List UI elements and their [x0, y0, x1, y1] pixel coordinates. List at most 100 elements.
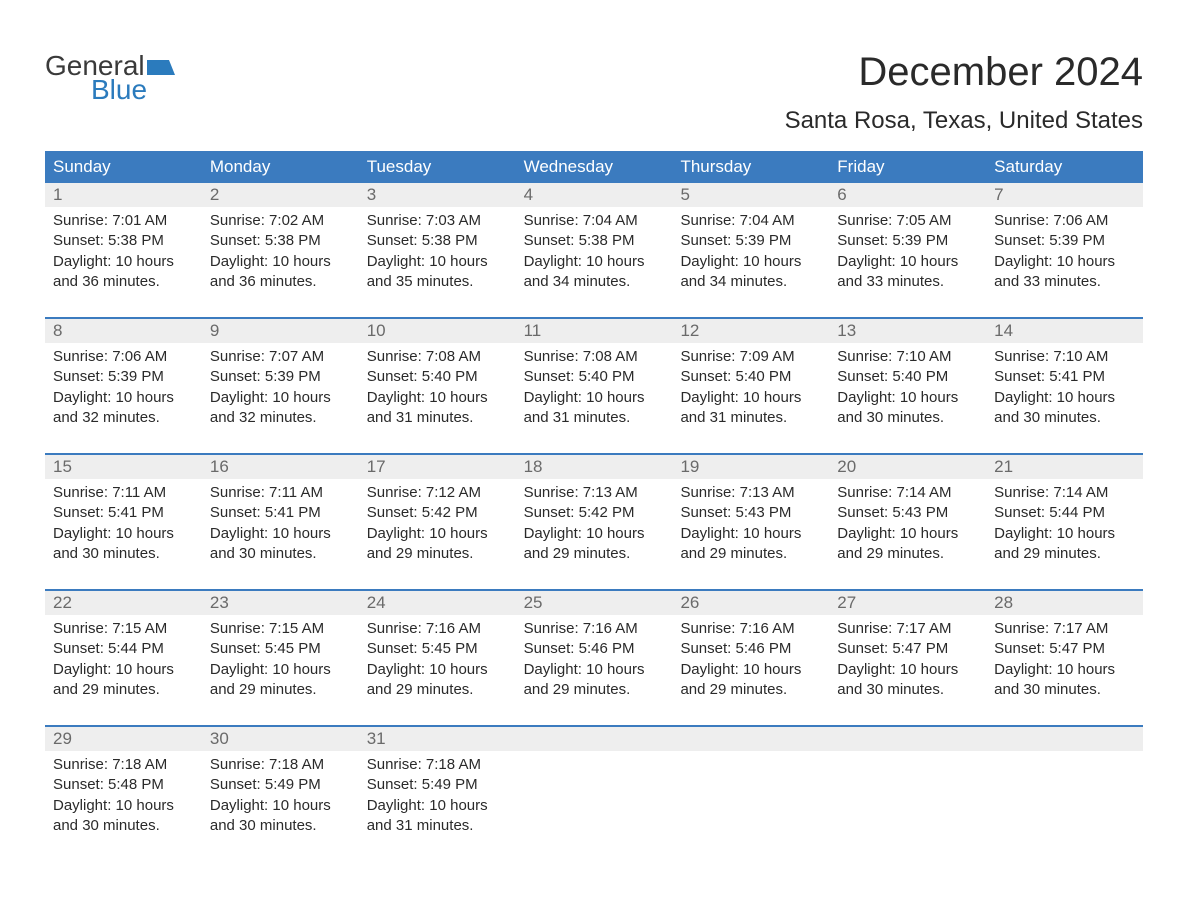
sunrise-text: Sunrise: 7:17 AM — [994, 619, 1135, 639]
day-number-row — [672, 727, 829, 751]
sunset-text: Sunset: 5:40 PM — [837, 367, 978, 387]
daylight2-text: and 36 minutes. — [53, 272, 194, 292]
daylight1-text: Daylight: 10 hours — [680, 388, 821, 408]
day-number-row: 26 — [672, 591, 829, 615]
sunset-text: Sunset: 5:38 PM — [210, 231, 351, 251]
day-cell: 31Sunrise: 7:18 AMSunset: 5:49 PMDayligh… — [359, 727, 516, 849]
sunset-text: Sunset: 5:40 PM — [524, 367, 665, 387]
sunrise-text: Sunrise: 7:14 AM — [994, 483, 1135, 503]
week-row: 8Sunrise: 7:06 AMSunset: 5:39 PMDaylight… — [45, 317, 1143, 441]
daylight1-text: Daylight: 10 hours — [680, 524, 821, 544]
daylight2-text: and 30 minutes. — [53, 816, 194, 836]
daylight1-text: Daylight: 10 hours — [524, 524, 665, 544]
day-cell: 8Sunrise: 7:06 AMSunset: 5:39 PMDaylight… — [45, 319, 202, 441]
sunset-text: Sunset: 5:38 PM — [524, 231, 665, 251]
day-content: Sunrise: 7:13 AMSunset: 5:43 PMDaylight:… — [672, 479, 829, 572]
day-number-row: 2 — [202, 183, 359, 207]
page-title: December 2024 — [785, 50, 1143, 95]
day-number: 2 — [210, 185, 219, 204]
day-cell: 22Sunrise: 7:15 AMSunset: 5:44 PMDayligh… — [45, 591, 202, 713]
logo-text-blue: Blue — [91, 74, 147, 106]
sunset-text: Sunset: 5:45 PM — [210, 639, 351, 659]
day-content: Sunrise: 7:15 AMSunset: 5:45 PMDaylight:… — [202, 615, 359, 708]
day-number: 16 — [210, 457, 229, 476]
day-number-row: 3 — [359, 183, 516, 207]
daylight2-text: and 30 minutes. — [837, 680, 978, 700]
day-cell: 14Sunrise: 7:10 AMSunset: 5:41 PMDayligh… — [986, 319, 1143, 441]
daylight1-text: Daylight: 10 hours — [994, 252, 1135, 272]
day-number: 9 — [210, 321, 219, 340]
day-content: Sunrise: 7:06 AMSunset: 5:39 PMDaylight:… — [45, 343, 202, 436]
day-content: Sunrise: 7:13 AMSunset: 5:42 PMDaylight:… — [516, 479, 673, 572]
day-header: Friday — [829, 151, 986, 183]
day-content: Sunrise: 7:02 AMSunset: 5:38 PMDaylight:… — [202, 207, 359, 300]
title-block: December 2024 Santa Rosa, Texas, United … — [785, 50, 1143, 135]
daylight1-text: Daylight: 10 hours — [53, 796, 194, 816]
day-content: Sunrise: 7:11 AMSunset: 5:41 PMDaylight:… — [202, 479, 359, 572]
day-cell: 10Sunrise: 7:08 AMSunset: 5:40 PMDayligh… — [359, 319, 516, 441]
day-number-row — [829, 727, 986, 751]
day-content: Sunrise: 7:10 AMSunset: 5:40 PMDaylight:… — [829, 343, 986, 436]
sunrise-text: Sunrise: 7:18 AM — [367, 755, 508, 775]
day-content: Sunrise: 7:18 AMSunset: 5:48 PMDaylight:… — [45, 751, 202, 844]
day-content: Sunrise: 7:11 AMSunset: 5:41 PMDaylight:… — [45, 479, 202, 572]
day-number: 31 — [367, 729, 386, 748]
week-row: 1 Sunrise: 7:01 AMSunset: 5:38 PMDaylight… — [45, 183, 1143, 305]
day-number — [680, 729, 685, 748]
day-number-row — [986, 727, 1143, 751]
day-number: 19 — [680, 457, 699, 476]
day-number: 15 — [53, 457, 72, 476]
day-number: 25 — [524, 593, 543, 612]
day-header: Tuesday — [359, 151, 516, 183]
sunrise-text: Sunrise: 7:10 AM — [994, 347, 1135, 367]
daylight2-text: and 30 minutes. — [837, 408, 978, 428]
sunset-text: Sunset: 5:39 PM — [210, 367, 351, 387]
sunrise-text: Sunrise: 7:18 AM — [53, 755, 194, 775]
sunset-text: Sunset: 5:39 PM — [837, 231, 978, 251]
day-number-row: 27 — [829, 591, 986, 615]
daylight2-text: and 33 minutes. — [994, 272, 1135, 292]
daylight2-text: and 31 minutes. — [680, 408, 821, 428]
day-number-row: 12 — [672, 319, 829, 343]
day-cell: 28Sunrise: 7:17 AMSunset: 5:47 PMDayligh… — [986, 591, 1143, 713]
sunrise-text: Sunrise: 7:18 AM — [210, 755, 351, 775]
daylight2-text: and 32 minutes. — [53, 408, 194, 428]
day-cell: 18Sunrise: 7:13 AMSunset: 5:42 PMDayligh… — [516, 455, 673, 577]
sunset-text: Sunset: 5:45 PM — [367, 639, 508, 659]
sunrise-text: Sunrise: 7:06 AM — [53, 347, 194, 367]
day-cell: 25Sunrise: 7:16 AMSunset: 5:46 PMDayligh… — [516, 591, 673, 713]
daylight1-text: Daylight: 10 hours — [53, 524, 194, 544]
daylight1-text: Daylight: 10 hours — [837, 660, 978, 680]
day-number-row: 29 — [45, 727, 202, 751]
day-cell: 4Sunrise: 7:04 AMSunset: 5:38 PMDaylight… — [516, 183, 673, 305]
day-number-row: 9 — [202, 319, 359, 343]
daylight2-text: and 36 minutes. — [210, 272, 351, 292]
day-content: Sunrise: 7:16 AMSunset: 5:46 PMDaylight:… — [672, 615, 829, 708]
day-content: Sunrise: 7:03 AMSunset: 5:38 PMDaylight:… — [359, 207, 516, 300]
day-content: Sunrise: 7:01 AMSunset: 5:38 PMDaylight:… — [45, 207, 202, 300]
day-number-row: 7 — [986, 183, 1143, 207]
daylight1-text: Daylight: 10 hours — [367, 252, 508, 272]
day-number-row: 16 — [202, 455, 359, 479]
daylight1-text: Daylight: 10 hours — [210, 796, 351, 816]
day-number: 26 — [680, 593, 699, 612]
day-cell: 15 Sunrise: 7:11 AMSunset: 5:41 PMDayligh… — [45, 455, 202, 577]
sunset-text: Sunset: 5:38 PM — [53, 231, 194, 251]
sunrise-text: Sunrise: 7:06 AM — [994, 211, 1135, 231]
daylight2-text: and 30 minutes. — [53, 544, 194, 564]
day-number-row: 28 — [986, 591, 1143, 615]
day-number: 24 — [367, 593, 386, 612]
day-number-row: 23 — [202, 591, 359, 615]
day-cell: 26 Sunrise: 7:16 AMSunset: 5:46 PMDayligh… — [672, 591, 829, 713]
sunset-text: Sunset: 5:41 PM — [994, 367, 1135, 387]
daylight2-text: and 29 minutes. — [994, 544, 1135, 564]
day-number: 1 — [53, 185, 62, 204]
daylight2-text: and 29 minutes. — [367, 544, 508, 564]
sunset-text: Sunset: 5:39 PM — [994, 231, 1135, 251]
day-content: Sunrise: 7:15 AMSunset: 5:44 PMDaylight:… — [45, 615, 202, 708]
daylight1-text: Daylight: 10 hours — [994, 660, 1135, 680]
day-cell: 27Sunrise: 7:17 AMSunset: 5:47 PMDayligh… — [829, 591, 986, 713]
day-cell: 29Sunrise: 7:18 AMSunset: 5:48 PMDayligh… — [45, 727, 202, 849]
day-cell: 7 Sunrise: 7:06 AMSunset: 5:39 PMDaylight… — [986, 183, 1143, 305]
sunset-text: Sunset: 5:41 PM — [210, 503, 351, 523]
